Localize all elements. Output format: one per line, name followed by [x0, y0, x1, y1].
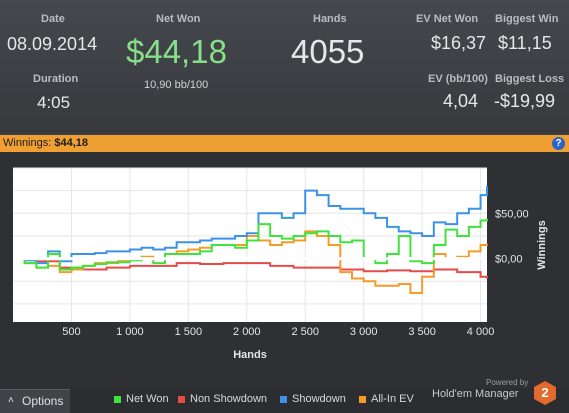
x-tick-label: 3 500	[408, 326, 436, 338]
net-won-value: $44,18	[126, 33, 227, 70]
series-line-showdown	[13, 186, 488, 265]
legend-item-showdown: Showdown	[280, 393, 346, 405]
plot-background	[13, 168, 487, 322]
legend-label: Non Showdown	[190, 393, 268, 405]
winnings-chart-area: 500 1 000 1 500 2 000 2 500 3 000 3 500 4 000 $…	[0, 152, 569, 390]
y-axis-label: Winnings	[536, 220, 548, 269]
hm2-logo-icon: 2	[534, 381, 556, 405]
y-axis-ticks: $50,00 $0,00	[495, 208, 529, 265]
powered-by-text: Powered by	[486, 378, 529, 387]
series-line-net-won	[13, 218, 488, 271]
ev-net-won-label: EV Net Won	[416, 13, 479, 25]
date-value: 08.09.2014	[7, 34, 98, 54]
ev-bb100-value: 4,04	[443, 91, 479, 111]
x-tick-label: 3 000	[350, 326, 378, 338]
chevron-up-icon: ˄	[8, 395, 14, 406]
legend-swatch	[280, 395, 287, 403]
legend-swatch	[359, 395, 366, 403]
stats-panel: Date 08.09.2014 Duration 4:05 Net Won $4…	[0, 0, 569, 133]
winnings-banner-text: Winnings: $44,18	[3, 135, 88, 152]
duration-value: 4:05	[37, 93, 71, 112]
hands-label: Hands	[313, 13, 347, 25]
biggest-loss-value: -$19,99	[494, 91, 556, 111]
y-tick-label: $0,00	[495, 254, 523, 266]
legend-item-net-won: Net Won	[114, 393, 169, 405]
brand-name: Hold'em Manager	[432, 388, 519, 400]
x-tick-label: 1 000	[116, 326, 144, 338]
winnings-value: $44,18	[54, 137, 89, 149]
legend-label: Net Won	[126, 393, 169, 405]
winnings-label: Winnings:	[3, 137, 52, 149]
net-won-bb100: 10,90 bb/100	[144, 79, 209, 91]
options-label: Options	[22, 394, 64, 408]
legend-label: Showdown	[292, 393, 346, 405]
help-icon[interactable]: ?	[552, 137, 565, 150]
x-tick-label: 4 000	[467, 326, 495, 338]
x-tick-label: 500	[62, 326, 80, 338]
legend-item-non-showdown: Non Showdown	[178, 393, 267, 405]
ev-net-won-value: $16,37	[431, 33, 487, 53]
winnings-chart: 500 1 000 1 500 2 000 2 500 3 000 3 500 4 000 $…	[13, 167, 548, 361]
ev-bb100-label: EV (bb/100)	[428, 73, 488, 85]
legend-item-all-in-ev: All-In EV	[359, 393, 414, 405]
biggest-win-value: $11,15	[498, 33, 552, 53]
x-tick-label: 2 000	[233, 326, 261, 338]
net-won-label: Net Won	[156, 13, 201, 25]
x-axis-ticks: 500 1 000 1 500 2 000 2 500 3 000 3 500 4 000	[62, 326, 494, 338]
y-tick-label: $50,00	[495, 208, 529, 220]
legend-label: All-In EV	[371, 393, 414, 405]
legend-swatch	[178, 395, 185, 403]
chart-series	[13, 186, 488, 295]
footer-bar: ˄ Options Net Won Non Showdown Showdown …	[0, 388, 569, 413]
hands-value: 4055	[291, 33, 365, 70]
winnings-banner: Winnings: $44,18 ?	[0, 135, 569, 152]
x-tick-label: 2 500	[291, 326, 319, 338]
x-axis-label: Hands	[233, 349, 267, 361]
duration-label: Duration	[33, 73, 79, 85]
biggest-win-label: Biggest Win	[495, 13, 559, 25]
legend-swatch	[114, 395, 121, 403]
date-label: Date	[41, 13, 65, 25]
biggest-loss-label: Biggest Loss	[495, 73, 565, 85]
x-tick-label: 1 500	[175, 326, 203, 338]
options-button[interactable]: ˄ Options	[0, 389, 70, 413]
